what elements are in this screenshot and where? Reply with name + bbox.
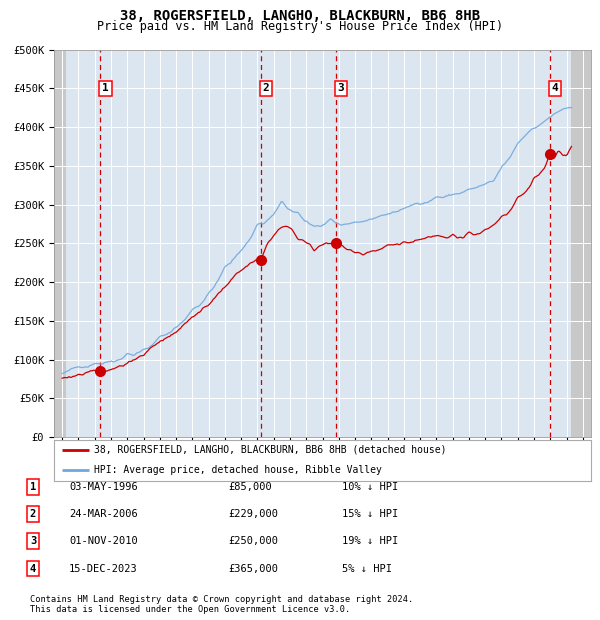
Text: £250,000: £250,000 <box>228 536 278 546</box>
Text: 1: 1 <box>30 482 36 492</box>
Text: 38, ROGERSFIELD, LANGHO, BLACKBURN, BB6 8HB (detached house): 38, ROGERSFIELD, LANGHO, BLACKBURN, BB6 … <box>94 445 447 455</box>
Text: This data is licensed under the Open Government Licence v3.0.: This data is licensed under the Open Gov… <box>30 604 350 614</box>
Text: 4: 4 <box>30 564 36 574</box>
Bar <box>54 50 66 437</box>
Text: 01-NOV-2010: 01-NOV-2010 <box>69 536 138 546</box>
Text: HPI: Average price, detached house, Ribble Valley: HPI: Average price, detached house, Ribb… <box>94 465 382 475</box>
Text: Price paid vs. HM Land Registry's House Price Index (HPI): Price paid vs. HM Land Registry's House … <box>97 20 503 33</box>
Text: 24-MAR-2006: 24-MAR-2006 <box>69 509 138 519</box>
Text: 2: 2 <box>263 83 269 94</box>
Text: 10% ↓ HPI: 10% ↓ HPI <box>342 482 398 492</box>
Text: 15% ↓ HPI: 15% ↓ HPI <box>342 509 398 519</box>
Text: 2: 2 <box>30 509 36 519</box>
Text: £365,000: £365,000 <box>228 564 278 574</box>
Text: 3: 3 <box>30 536 36 546</box>
Bar <box>571 50 591 437</box>
Bar <box>54 50 66 437</box>
Text: 19% ↓ HPI: 19% ↓ HPI <box>342 536 398 546</box>
Text: 5% ↓ HPI: 5% ↓ HPI <box>342 564 392 574</box>
Text: 15-DEC-2023: 15-DEC-2023 <box>69 564 138 574</box>
Bar <box>571 50 591 437</box>
Text: 38, ROGERSFIELD, LANGHO, BLACKBURN, BB6 8HB: 38, ROGERSFIELD, LANGHO, BLACKBURN, BB6 … <box>120 9 480 24</box>
Text: £229,000: £229,000 <box>228 509 278 519</box>
Text: 1: 1 <box>102 83 109 94</box>
Text: 03-MAY-1996: 03-MAY-1996 <box>69 482 138 492</box>
Text: 4: 4 <box>551 83 558 94</box>
Text: 3: 3 <box>338 83 344 94</box>
Text: £85,000: £85,000 <box>228 482 272 492</box>
Text: Contains HM Land Registry data © Crown copyright and database right 2024.: Contains HM Land Registry data © Crown c… <box>30 595 413 604</box>
